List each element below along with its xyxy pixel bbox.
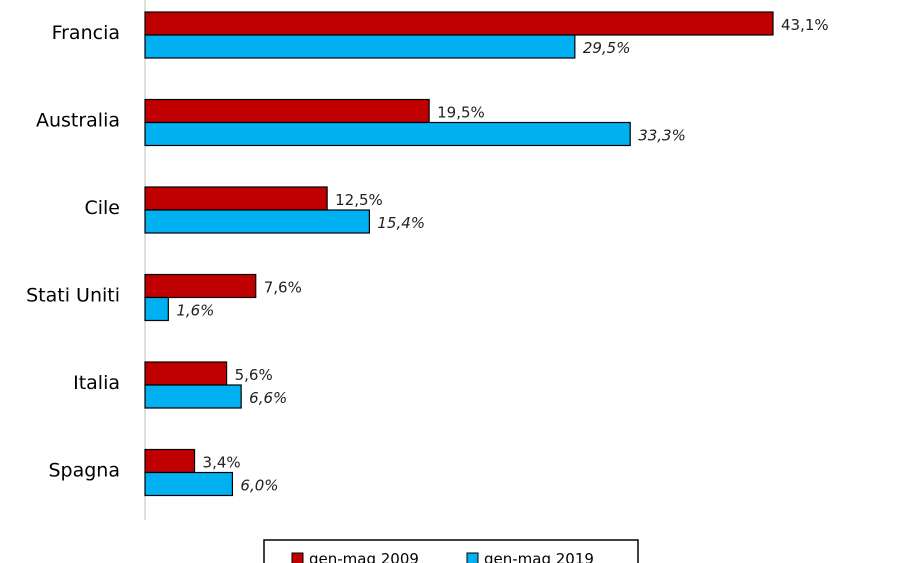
data-label-stati-uniti-series-1: 7,6% <box>264 279 302 297</box>
data-label-stati-uniti-series-2: 1,6% <box>176 302 214 320</box>
bar-cile-series-1 <box>144 186 328 211</box>
bar-francia-series-2 <box>144 34 576 59</box>
category-label-francia: Francia <box>52 22 120 44</box>
bar-italia-series-2 <box>144 384 242 409</box>
legend-label-series-1: gen-mag 2009 <box>309 550 419 563</box>
data-label-australia-series-1: 19,5% <box>437 104 485 122</box>
legend-label-series-2: gen-mag 2019 <box>484 550 594 563</box>
bar-spagna-series-2 <box>144 471 234 497</box>
bar-australia-series-2 <box>144 121 631 147</box>
data-label-spagna-series-2: 6,0% <box>240 477 278 495</box>
data-label-francia-series-2: 29,5% <box>583 39 631 57</box>
bar-stati-uniti-series-1 <box>144 273 257 299</box>
bar-spagna-series-1 <box>144 448 196 474</box>
legend: gen-mag 2009 gen-mag 2019 <box>263 539 639 563</box>
bars-layer <box>144 11 774 497</box>
category-label-spagna: Spagna <box>48 460 120 482</box>
labels-layer: Francia 43,1% 29,5% Australia 19,5% 33,3% Cile… <box>26 16 829 495</box>
category-label-australia: Australia <box>36 110 120 132</box>
data-label-australia-series-2: 33,3% <box>638 127 686 145</box>
bar-stati-uniti-series-2 <box>144 296 169 322</box>
legend-swatch-series-1 <box>291 552 304 563</box>
data-label-spagna-series-1: 3,4% <box>203 454 241 472</box>
bar-australia-series-1 <box>144 98 430 124</box>
category-label-italia: Italia <box>73 372 120 394</box>
category-label-cile: Cile <box>84 197 120 219</box>
data-label-cile-series-2: 15,4% <box>377 214 425 232</box>
legend-swatch-series-2 <box>466 552 479 563</box>
data-label-cile-series-1: 12,5% <box>335 191 383 209</box>
data-label-francia-series-1: 43,1% <box>781 16 829 34</box>
bar-francia-series-1 <box>144 11 774 36</box>
data-label-italia-series-1: 5,6% <box>235 366 273 384</box>
legend-box <box>263 539 639 563</box>
data-label-italia-series-2: 6,6% <box>249 389 287 407</box>
category-label-stati-uniti: Stati Uniti <box>26 285 120 307</box>
bar-cile-series-2 <box>144 209 370 234</box>
bar-italia-series-1 <box>144 361 228 386</box>
